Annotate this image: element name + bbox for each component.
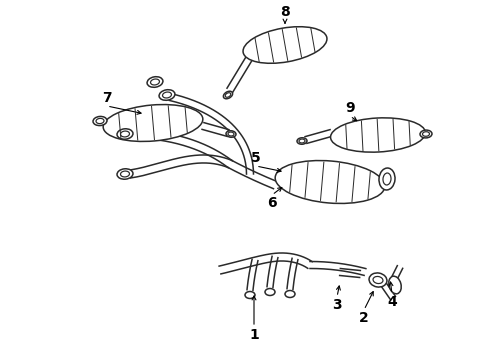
Ellipse shape	[379, 168, 395, 190]
Text: 8: 8	[280, 5, 290, 19]
Ellipse shape	[297, 138, 307, 144]
Text: 6: 6	[267, 196, 277, 210]
Ellipse shape	[226, 131, 236, 137]
Text: 9: 9	[345, 101, 355, 115]
Ellipse shape	[117, 169, 133, 179]
Ellipse shape	[389, 276, 401, 294]
Ellipse shape	[103, 104, 203, 141]
Ellipse shape	[159, 90, 175, 100]
Ellipse shape	[223, 91, 233, 99]
Text: 7: 7	[102, 91, 112, 105]
Text: 5: 5	[251, 151, 261, 165]
Ellipse shape	[275, 161, 385, 203]
Ellipse shape	[369, 273, 387, 287]
Ellipse shape	[243, 27, 327, 63]
Text: 1: 1	[249, 328, 259, 342]
Text: 4: 4	[387, 295, 397, 309]
Ellipse shape	[331, 118, 425, 152]
Text: 2: 2	[359, 311, 369, 325]
Ellipse shape	[265, 288, 275, 296]
Ellipse shape	[117, 129, 133, 139]
Ellipse shape	[285, 291, 295, 297]
Ellipse shape	[93, 116, 107, 126]
Text: 3: 3	[332, 298, 342, 312]
Ellipse shape	[147, 77, 163, 87]
Ellipse shape	[245, 292, 255, 298]
Ellipse shape	[420, 130, 432, 138]
